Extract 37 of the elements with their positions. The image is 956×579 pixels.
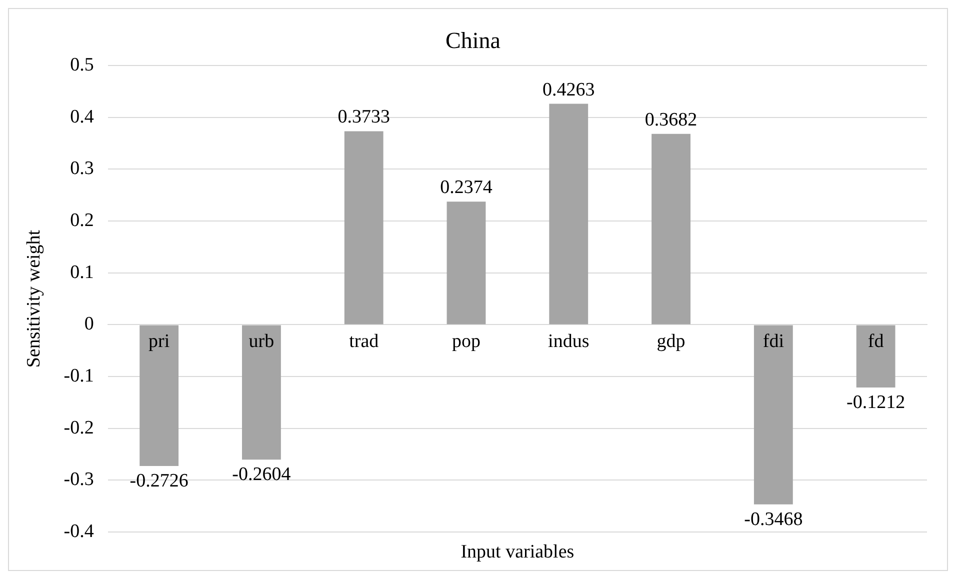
bar — [652, 134, 690, 324]
data-label: -0.2726 — [130, 470, 188, 492]
y-tick-label: 0.2 — [70, 210, 94, 232]
x-tick-label: trad — [349, 331, 380, 352]
y-tick-label: -0.3 — [64, 469, 94, 490]
bar — [344, 131, 384, 324]
data-label: 0.4263 — [542, 79, 595, 100]
data-label: -0.3468 — [744, 508, 803, 530]
bar — [856, 325, 896, 388]
y-tick-label: 0.5 — [70, 54, 94, 76]
y-tick-label: -0.4 — [64, 520, 94, 542]
x-axis-title: Input variables — [460, 541, 574, 562]
data-label: -0.2604 — [232, 464, 292, 486]
x-tick-label: urb — [248, 331, 274, 352]
x-tick-label: fdi — [762, 331, 784, 352]
y-tick-label: -0.1 — [64, 366, 94, 387]
y-axis-title: Sensitivity weight — [23, 229, 44, 368]
y-tick-label: 0.1 — [70, 262, 94, 283]
data-label: -0.1212 — [846, 392, 906, 414]
data-label: 0.2374 — [440, 177, 493, 198]
chart-title: China — [446, 28, 500, 53]
x-tick-label: gdp — [656, 331, 686, 352]
y-tick-label: -0.2 — [64, 417, 94, 438]
y-tick-label: 0.3 — [70, 158, 94, 180]
bar — [242, 325, 281, 460]
x-tick-label: indus — [548, 331, 590, 352]
data-label: 0.3733 — [338, 106, 390, 128]
data-label: 0.3682 — [644, 109, 698, 130]
bar — [446, 202, 486, 324]
bar — [754, 325, 793, 504]
bar — [549, 104, 588, 324]
y-tick-label: 0.4 — [70, 106, 94, 128]
bar — [140, 325, 179, 466]
x-tick-label: pop — [452, 331, 480, 352]
x-tick-label: fd — [868, 331, 884, 352]
y-tick-label: 0 — [84, 314, 94, 335]
x-tick-label: pri — [148, 331, 170, 352]
